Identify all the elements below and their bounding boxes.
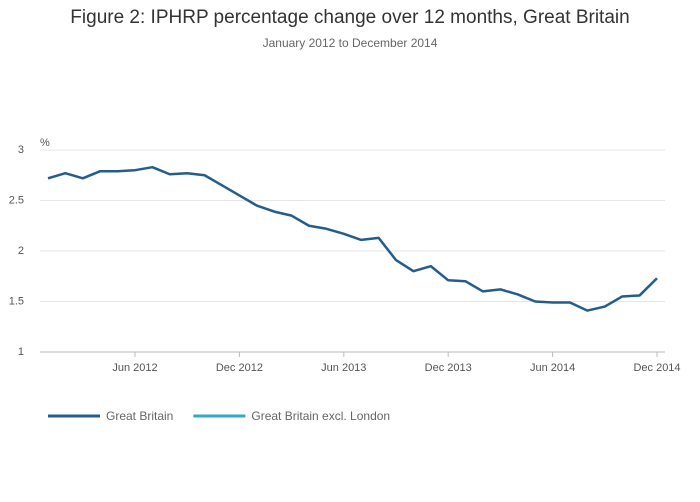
x-tick-label: Dec 2012 [216,362,263,374]
y-tick-label: 2.5 [9,194,24,206]
x-tick-label: Jun 2013 [321,362,366,374]
y-tick-label: 1 [18,346,24,358]
y-tick-label: 2 [18,245,24,257]
chart-title: Figure 2: IPHRP percentage change over 1… [70,7,629,28]
chart-subtitle: January 2012 to December 2014 [263,36,438,50]
x-tick-label: Dec 2013 [425,362,472,374]
y-tick-label: 3 [18,144,24,156]
legend-label: Great Britain excl. London [251,409,390,423]
x-tick-label: Jun 2012 [112,362,157,374]
y-tick-label: 1.5 [9,295,24,307]
series-line [47,165,658,312]
legend-label: Great Britain [106,409,173,423]
x-tick-label: Dec 2014 [633,362,680,374]
x-tick-label: Jun 2014 [530,362,575,374]
y-axis-label: % [40,137,50,149]
